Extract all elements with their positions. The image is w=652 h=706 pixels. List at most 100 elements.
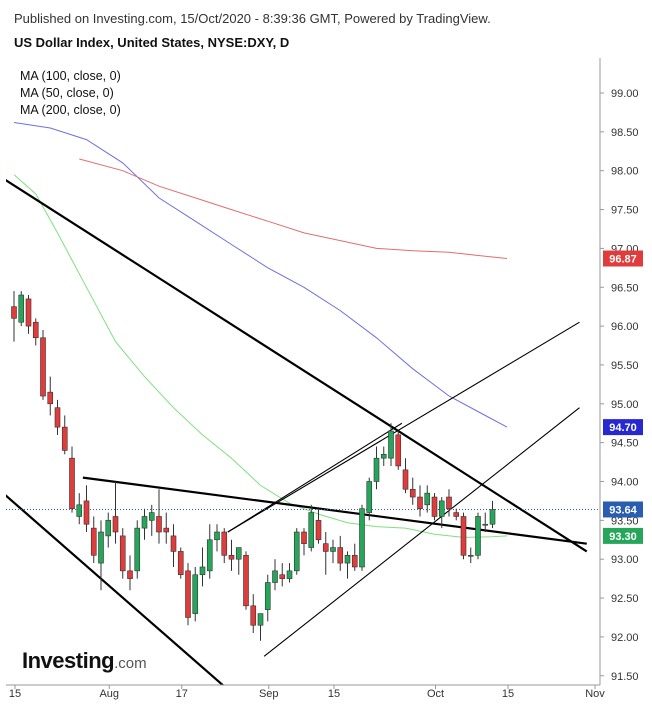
candle-body: [127, 570, 133, 579]
candle: [76, 493, 83, 525]
logo-suffix: .com: [114, 655, 147, 672]
plot-area: [6, 122, 600, 685]
candle: [47, 376, 54, 416]
candle-body: [32, 321, 39, 339]
candle-body: [214, 531, 220, 541]
candle: [438, 497, 445, 529]
candle-body: [453, 512, 460, 517]
candle-body: [25, 298, 32, 327]
candle: [25, 295, 32, 334]
candle: [250, 594, 257, 634]
ma-line-1: [13, 174, 508, 538]
candle-body: [177, 551, 184, 576]
candle: [156, 489, 162, 544]
candle: [308, 504, 315, 552]
candle-body: [235, 547, 242, 560]
price-tag: [603, 527, 643, 544]
candle-body: [315, 520, 322, 541]
candle: [446, 489, 452, 517]
candle: [286, 563, 293, 583]
candle: [359, 504, 365, 571]
candle-body: [76, 504, 83, 517]
legend-ma50[interactable]: MA (50, close, 0): [20, 86, 114, 100]
candle-body: [221, 531, 228, 556]
candle: [54, 399, 61, 435]
candle: [453, 508, 460, 521]
candle: [373, 446, 380, 490]
y-tick-label: 98.50: [611, 127, 639, 139]
candle-body: [380, 454, 387, 459]
ma-line-2: [79, 158, 508, 259]
candle: [69, 446, 75, 513]
y-tick-label: 93.50: [611, 515, 639, 527]
candle-body: [54, 407, 61, 428]
trendline: [227, 321, 580, 533]
candle: [32, 318, 39, 346]
x-tick-label: 15: [328, 688, 340, 700]
candle: [119, 528, 126, 579]
candle-body: [98, 531, 104, 564]
candle: [221, 528, 228, 564]
candle-body: [330, 547, 336, 552]
candle-body: [11, 306, 17, 319]
candle-body: [322, 543, 329, 552]
candle: [206, 524, 213, 579]
candle-body: [105, 520, 112, 537]
candle: [344, 551, 351, 579]
candle: [409, 477, 416, 505]
candle-body: [243, 555, 249, 607]
legend-ma100[interactable]: MA (100, close, 0): [20, 69, 121, 83]
candle: [105, 512, 112, 548]
candle-body: [47, 391, 54, 405]
candle: [177, 547, 184, 579]
candle-body: [272, 570, 278, 583]
candle: [98, 520, 104, 591]
candle-body: [119, 535, 126, 572]
candle: [199, 547, 206, 587]
published-line: Published on Investing.com, 15/Oct/2020 …: [14, 11, 491, 26]
candle: [90, 516, 97, 564]
y-tick-label: 92.50: [611, 593, 639, 605]
candle-body: [489, 509, 496, 525]
candle-body: [351, 555, 358, 568]
candle-body: [446, 496, 452, 509]
candle: [127, 555, 133, 591]
candle-body: [337, 547, 344, 564]
trendline: [6, 179, 588, 553]
candle-body: [134, 527, 141, 572]
x-tick-label: Sep: [259, 688, 279, 700]
candle-body: [409, 488, 416, 498]
legend-ma200[interactable]: MA (200, close, 0): [20, 103, 121, 117]
x-tick-label: Oct: [427, 688, 444, 700]
candle: [293, 528, 300, 575]
y-tick-label: 96.00: [611, 321, 639, 333]
candle: [402, 458, 409, 494]
candle-body: [438, 500, 445, 517]
investing-logo: Investing.com: [22, 648, 147, 674]
candle-body: [170, 535, 177, 552]
candle: [170, 524, 177, 567]
candle: [264, 574, 271, 622]
candle: [489, 500, 496, 529]
candle-body: [83, 500, 90, 525]
trendline: [227, 422, 403, 533]
candle-body: [373, 457, 380, 482]
candle: [148, 504, 155, 536]
y-tick-label: 94.50: [611, 438, 639, 450]
candle-body: [250, 605, 257, 626]
candle-body: [366, 481, 373, 513]
candle: [301, 528, 307, 556]
candle-body: [206, 539, 213, 572]
candle-body: [264, 582, 271, 611]
y-tick-label: 92.00: [611, 632, 639, 644]
candle-body: [61, 426, 68, 451]
candle-body: [388, 430, 394, 459]
candle: [83, 485, 90, 533]
x-tick-label: 17: [176, 688, 188, 700]
candle-body: [467, 555, 474, 557]
candle: [11, 291, 17, 342]
ma-line-0: [13, 122, 508, 428]
candle-body: [301, 531, 307, 544]
candle-body: [199, 566, 206, 576]
